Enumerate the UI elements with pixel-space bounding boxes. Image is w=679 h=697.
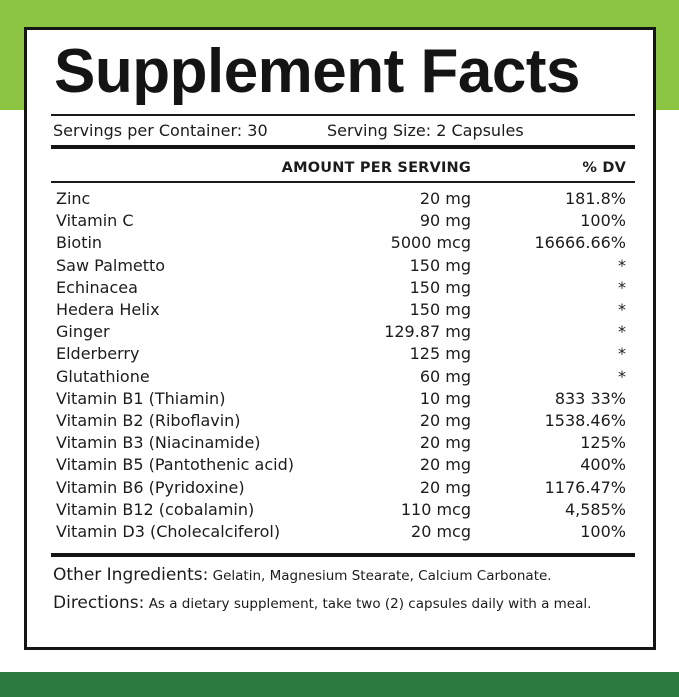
servings-per-container: Servings per Container: 30: [53, 121, 268, 140]
other-ingredients: Other Ingredients: Gelatin, Magnesium St…: [53, 566, 637, 585]
nutrient-row: Echinacea 150 mg *: [27, 277, 653, 299]
nutrient-row: Biotin 5000 mcg 16666.66%: [27, 232, 653, 254]
nutrient-row: Zinc 20 mg 181.8%: [27, 188, 653, 210]
nutrient-name: Vitamin B2 (Riboflavin): [56, 411, 241, 430]
nutrient-amount: 20 mcg: [411, 522, 471, 541]
nutrient-amount: 125 mg: [409, 344, 471, 364]
nutrient-amount: 150 mg: [409, 300, 471, 319]
panel-title: Supplement Facts: [54, 37, 581, 106]
other-ingredients-text: Gelatin, Magnesium Stearate, Calcium Car…: [212, 568, 552, 584]
dv-header: % DV: [582, 160, 626, 176]
bottom-green-band: [0, 672, 679, 697]
nutrient-amount: 150 mg: [409, 277, 471, 297]
nutrient-row: Ginger 129.87 mg *: [27, 321, 653, 343]
nutrient-row: Vitamin B6 (Pyridoxine) 20 mg 1176.47%: [27, 477, 653, 499]
nutrient-row: Saw Palmetto 150 mg *: [27, 255, 653, 277]
nutrient-row: Elderberry 125 mg *: [27, 343, 653, 365]
nutrient-row: Vitamin D3 (Cholecalciferol) 20 mcg 100%: [27, 521, 653, 543]
nutrient-row: Vitamin B2 (Riboflavin) 20 mg 1538.46%: [27, 410, 653, 432]
other-ingredients-label: Other Ingredients:: [53, 565, 209, 585]
nutrient-name: Biotin: [56, 233, 103, 253]
nutrient-dv: *: [618, 255, 626, 275]
nutrient-name: Vitamin B5 (Pantothenic acid): [56, 455, 294, 475]
nutrient-amount: 5000 mcg: [390, 233, 471, 253]
nutrient-name: Zinc: [56, 189, 91, 208]
nutrient-amount: 20 mg: [419, 477, 471, 497]
directions: Directions: As a dietary supplement, tak…: [53, 594, 637, 613]
nutrient-dv: 16666.66%: [534, 233, 626, 253]
nutrient-dv: 1538.46%: [544, 411, 626, 430]
header-divider: [51, 181, 635, 183]
nutrient-amount: 60 mg: [419, 366, 471, 386]
nutrient-name: Vitamin B1 (Thiamin): [56, 388, 226, 408]
nutrient-amount: 129.87 mg: [384, 322, 471, 342]
directions-label: Directions:: [53, 593, 145, 613]
nutrient-amount: 20 mg: [419, 411, 471, 430]
nutrient-dv: *: [618, 366, 626, 386]
nutrient-dv: 125%: [580, 433, 626, 453]
nutrient-row: Vitamin B12 (cobalamin) 110 mcg 4,585%: [27, 499, 653, 521]
amount-header: AMOUNT PER SERVING: [281, 160, 471, 176]
supplement-facts-panel: Supplement Facts Servings per Container:…: [24, 27, 656, 650]
nutrient-name: Glutathione: [56, 366, 150, 386]
nutrient-name: Elderberry: [56, 344, 140, 364]
nutrient-dv: *: [618, 277, 626, 297]
nutrient-row: Hedera Helix 150 mg *: [27, 299, 653, 321]
nutrient-row: Vitamin B3 (Niacinamide) 20 mg 125%: [27, 432, 653, 454]
nutrient-amount: 10 mg: [419, 388, 471, 408]
nutrient-row: Vitamin C 90 mg 100%: [27, 210, 653, 232]
nutrient-dv: 100%: [580, 522, 626, 541]
nutrient-amount: 20 mg: [419, 189, 471, 208]
nutrient-name: Vitamin D3 (Cholecalciferol): [56, 522, 281, 541]
nutrient-name: Saw Palmetto: [56, 255, 166, 275]
table-bottom-divider: [51, 553, 635, 557]
nutrient-amount: 110 mcg: [400, 499, 471, 519]
nutrient-name: Ginger: [56, 322, 110, 342]
nutrient-name: Echinacea: [56, 277, 138, 297]
nutrient-amount: 20 mg: [419, 455, 471, 475]
nutrient-name: Vitamin B6 (Pyridoxine): [56, 477, 245, 497]
nutrient-name: Vitamin B3 (Niacinamide): [56, 433, 261, 453]
nutrient-row: Vitamin B5 (Pantothenic acid) 20 mg 400%: [27, 454, 653, 476]
nutrient-name: Vitamin B12 (cobalamin): [56, 499, 255, 519]
serving-size: Serving Size: 2 Capsules: [327, 121, 524, 140]
title-divider: [51, 114, 635, 116]
nutrient-name: Vitamin C: [56, 211, 134, 231]
nutrient-dv: 181.8%: [564, 189, 626, 208]
nutrient-amount: 90 mg: [419, 211, 471, 231]
nutrient-row: Glutathione 60 mg *: [27, 366, 653, 388]
serving-divider: [51, 145, 635, 149]
nutrient-dv: 400%: [580, 455, 626, 475]
directions-text: As a dietary supplement, take two (2) ca…: [148, 596, 592, 612]
nutrient-dv: *: [618, 344, 626, 364]
nutrient-dv: *: [618, 322, 626, 342]
nutrient-row: Vitamin B1 (Thiamin) 10 mg 833 33%: [27, 388, 653, 410]
nutrient-dv: 100%: [580, 211, 626, 231]
nutrient-dv: 1176.47%: [544, 477, 626, 497]
nutrient-amount: 150 mg: [409, 255, 471, 275]
nutrient-dv: 4,585%: [564, 499, 626, 519]
nutrient-dv: 833 33%: [554, 388, 626, 408]
nutrient-amount: 20 mg: [419, 433, 471, 453]
nutrient-name: Hedera Helix: [56, 300, 160, 319]
nutrient-dv: *: [618, 300, 626, 319]
